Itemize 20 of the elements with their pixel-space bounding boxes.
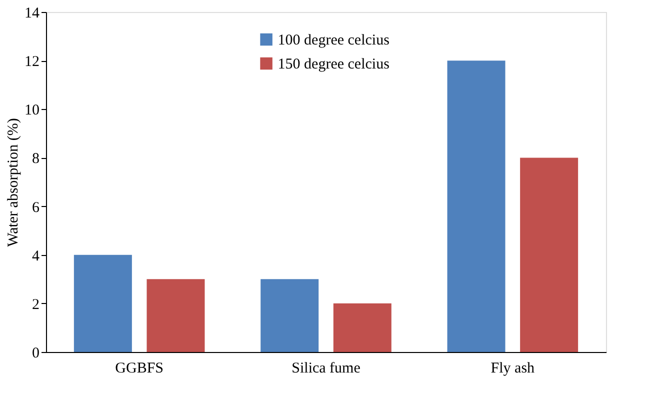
x-tick-label: Silica fume xyxy=(292,360,361,376)
y-tick-label: 6 xyxy=(32,200,40,216)
bar xyxy=(146,279,205,352)
y-tick-label: 4 xyxy=(32,248,40,264)
bar xyxy=(260,279,319,352)
y-axis-title: Water absorption (%) xyxy=(6,118,22,247)
y-tick-label: 12 xyxy=(24,54,40,70)
bar xyxy=(447,60,506,352)
y-tick-label: 0 xyxy=(32,346,40,362)
x-tick-label: Fly ash xyxy=(490,360,536,376)
x-tick-label: GGBFS xyxy=(115,360,164,376)
bar xyxy=(333,303,392,352)
legend-label: 100 degree celcius xyxy=(278,32,390,48)
y-tick-label: 10 xyxy=(24,102,40,119)
y-tick-label: 14 xyxy=(24,6,40,22)
legend-label: 150 degree celcius xyxy=(278,56,390,72)
y-tick-label: 8 xyxy=(32,151,40,168)
bar xyxy=(520,158,578,352)
bar xyxy=(74,254,132,352)
y-tick-label: 2 xyxy=(32,296,40,313)
